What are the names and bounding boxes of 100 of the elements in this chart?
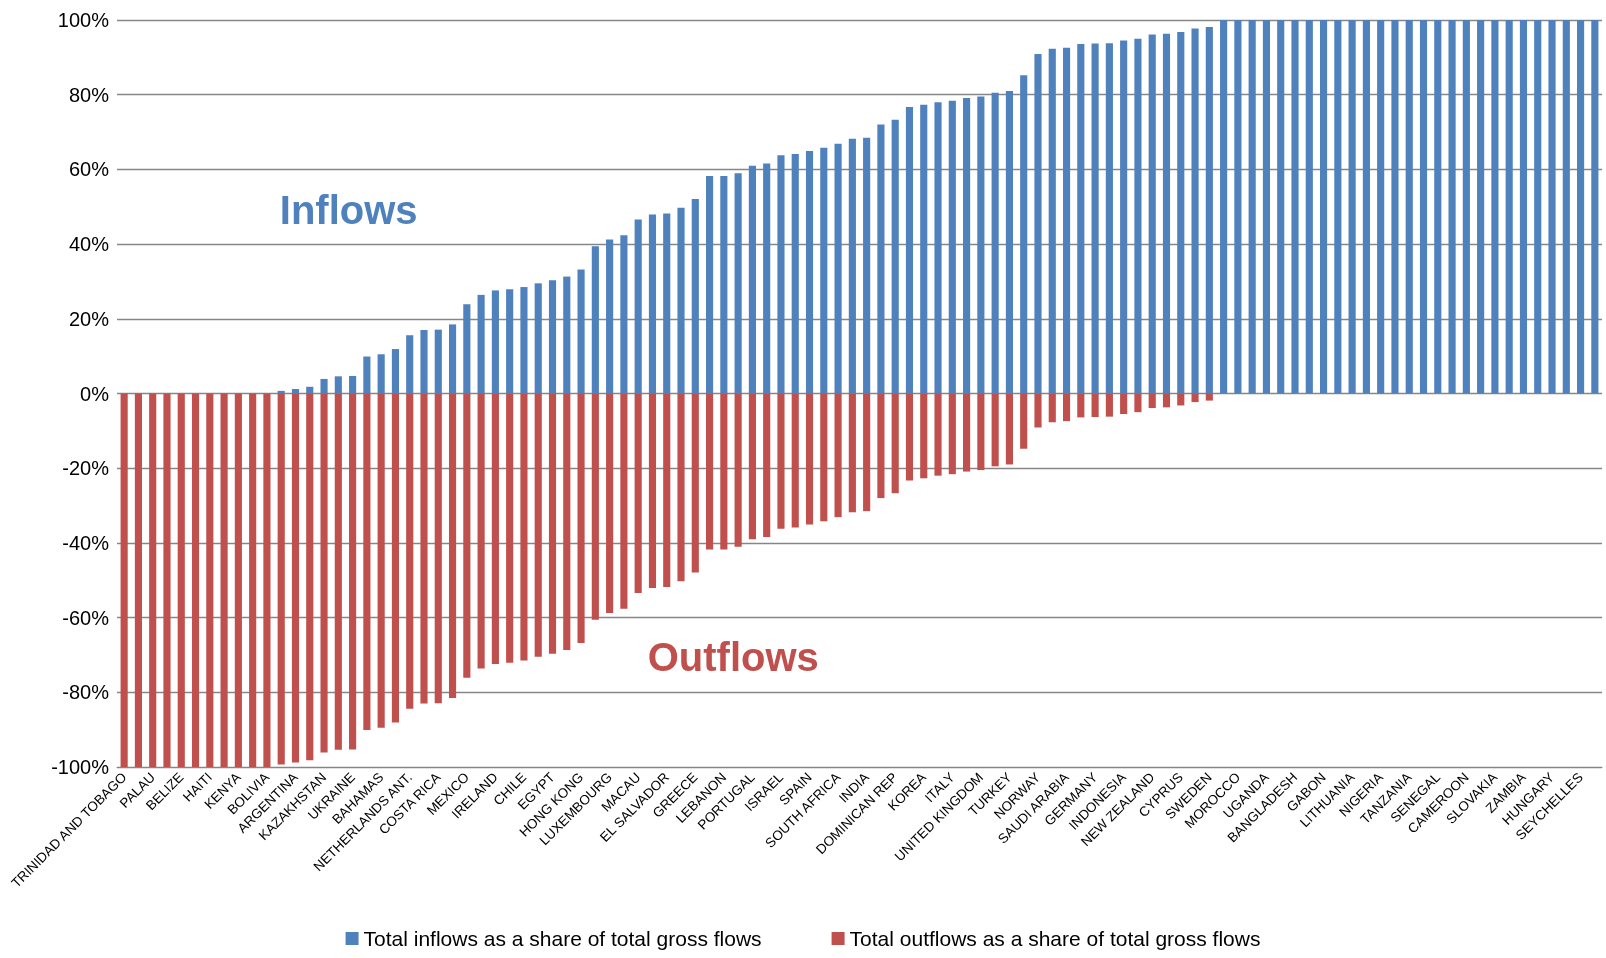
bar	[434, 329, 442, 394]
bar	[1034, 393, 1042, 428]
bar	[763, 393, 771, 537]
bar	[1477, 20, 1485, 394]
bar	[277, 393, 285, 765]
bar	[334, 393, 342, 750]
bar	[734, 173, 742, 394]
bar	[1205, 393, 1213, 401]
legend-label: Total outflows as a share of total gross flows	[849, 927, 1261, 950]
bar	[1062, 47, 1071, 394]
bar	[1419, 20, 1428, 394]
bar	[1034, 53, 1042, 394]
bar	[206, 393, 214, 767]
bar	[905, 107, 914, 394]
bar	[191, 393, 200, 767]
bar	[534, 283, 542, 394]
y-tick-label: 100%	[57, 9, 110, 31]
bar	[1105, 43, 1113, 394]
bar	[1362, 20, 1370, 394]
y-tick-label: -20%	[62, 457, 110, 480]
bar	[1291, 20, 1299, 394]
bar	[748, 165, 756, 394]
bar	[1020, 75, 1028, 394]
bar	[420, 330, 428, 394]
annotation: Inflows	[279, 187, 418, 232]
bar	[120, 393, 128, 767]
bar	[1120, 40, 1128, 394]
bar	[991, 92, 999, 394]
bar	[363, 393, 371, 731]
bar	[791, 393, 799, 528]
bar	[506, 289, 514, 394]
bar	[948, 393, 956, 475]
bar	[677, 207, 685, 394]
bar	[306, 386, 314, 394]
bar	[291, 393, 300, 763]
bar	[1020, 393, 1028, 449]
bar	[1377, 20, 1385, 394]
annotation: Outflows	[647, 635, 819, 680]
y-tick-label: -100%	[51, 756, 110, 778]
bar	[1262, 20, 1271, 394]
bar	[1305, 20, 1313, 394]
y-tick-label: -40%	[62, 531, 110, 554]
bar	[863, 393, 871, 512]
bar	[648, 393, 657, 589]
bar	[377, 393, 385, 728]
bar	[1148, 34, 1156, 394]
bar	[1391, 20, 1399, 394]
legend-label: Total inflows as a share of total gross flows	[363, 927, 762, 950]
bar	[149, 393, 157, 767]
y-tick-label: -60%	[62, 606, 110, 629]
bar	[720, 176, 728, 394]
bar	[1277, 20, 1285, 394]
bar	[1434, 20, 1442, 394]
bar	[591, 393, 599, 620]
y-tick-label: 60%	[68, 158, 110, 181]
bar	[891, 119, 899, 394]
bar	[934, 102, 942, 394]
bar	[1319, 20, 1328, 394]
bar	[720, 393, 728, 550]
bar	[706, 176, 714, 394]
bar	[448, 393, 457, 698]
bar	[1505, 20, 1513, 394]
bar	[648, 214, 657, 394]
bar	[848, 393, 856, 513]
bar	[963, 393, 971, 472]
bar	[820, 147, 828, 394]
bar	[1191, 393, 1199, 403]
bar	[563, 276, 571, 394]
bar	[463, 304, 471, 394]
bar	[606, 393, 614, 614]
bar	[1491, 20, 1499, 394]
bar	[1048, 393, 1056, 423]
bar	[1348, 20, 1356, 394]
bar	[591, 246, 599, 394]
bar	[520, 393, 528, 661]
bar	[406, 335, 414, 394]
bar	[534, 393, 542, 657]
bar	[1191, 28, 1199, 394]
bar	[1077, 393, 1085, 418]
bar	[577, 269, 585, 394]
bar	[1091, 43, 1099, 394]
bar	[1162, 393, 1171, 408]
bar	[805, 393, 814, 525]
bar	[991, 393, 999, 467]
bar	[1120, 393, 1128, 415]
bar	[391, 349, 400, 394]
bar	[520, 287, 528, 394]
bar	[848, 138, 856, 394]
bar	[1148, 393, 1156, 409]
bar	[263, 393, 271, 767]
bar	[706, 393, 714, 550]
bar	[663, 393, 671, 587]
bar	[1220, 20, 1228, 394]
bar	[620, 235, 628, 394]
y-tick-label: 20%	[68, 307, 110, 330]
bar	[1134, 38, 1142, 394]
bar	[734, 393, 742, 547]
bar	[1005, 90, 1013, 394]
bar	[234, 393, 242, 767]
bar	[548, 280, 557, 394]
